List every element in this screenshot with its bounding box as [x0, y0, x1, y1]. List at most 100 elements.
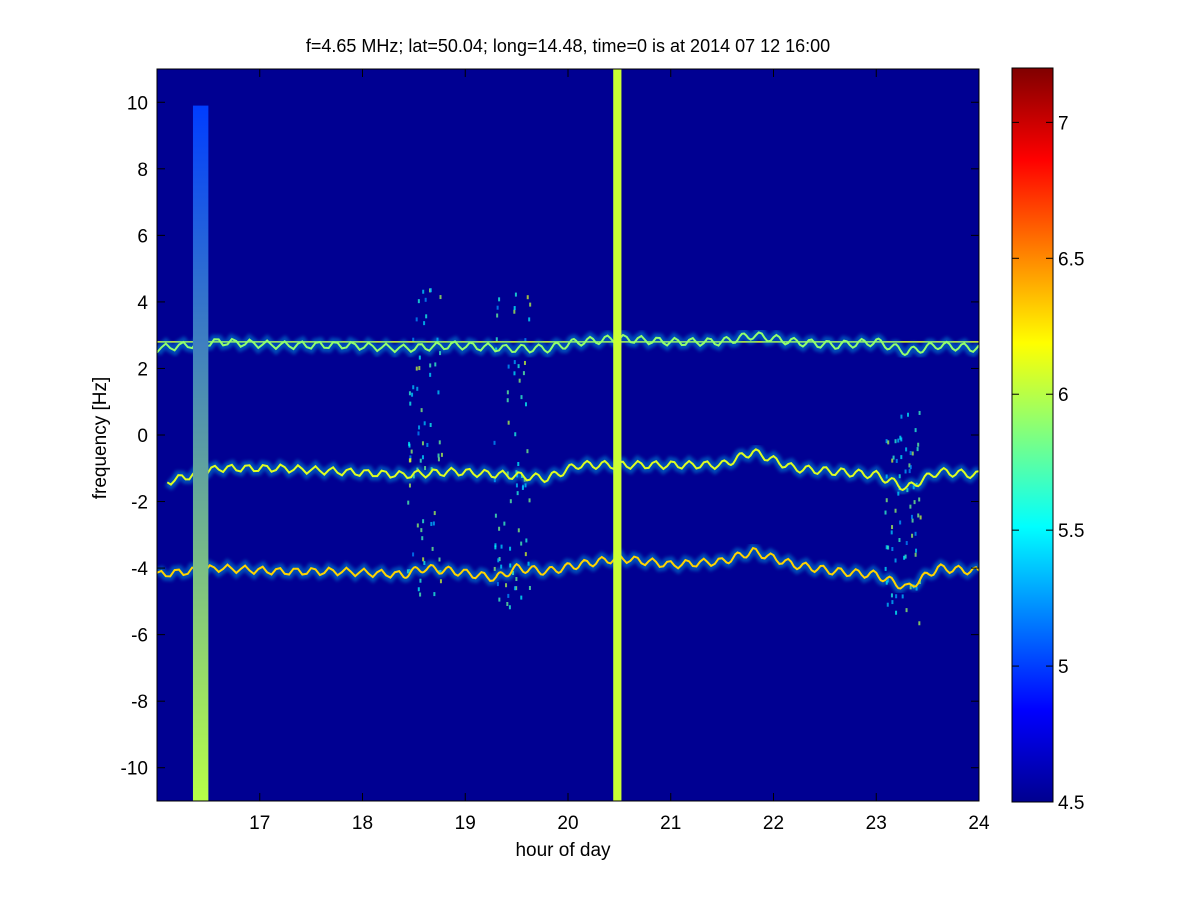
- x-axis-ticks: 17 18 19 20 21 22 23 24: [249, 69, 990, 834]
- burst-speck: [508, 605, 511, 610]
- burst-speck: [431, 546, 434, 551]
- burst-speck: [891, 458, 894, 463]
- y-tick-label: 4: [137, 293, 148, 314]
- burst-speck: [915, 548, 918, 553]
- burst-speck: [412, 337, 415, 342]
- burst-speck: [898, 538, 901, 543]
- burst-speck: [415, 317, 418, 322]
- burst-speck: [422, 289, 425, 294]
- burst-speck: [416, 523, 419, 528]
- burst-speck: [895, 610, 898, 615]
- burst-speck: [905, 541, 908, 546]
- burst-speck: [514, 432, 517, 437]
- burst-speck: [421, 455, 424, 460]
- burst-speck: [498, 557, 501, 562]
- burst-speck: [493, 566, 496, 571]
- burst-speck: [433, 511, 436, 516]
- burst-speck: [908, 463, 911, 468]
- y-axis-label: frequency [Hz]: [90, 377, 111, 500]
- burst-speck: [500, 544, 503, 549]
- burst-speck: [497, 558, 500, 563]
- burst-speck: [506, 601, 509, 606]
- burst-speck: [440, 452, 443, 457]
- x-tick-label: 24: [968, 813, 990, 834]
- burst-speck: [412, 385, 415, 390]
- burst-speck: [429, 363, 432, 368]
- burst-speck: [909, 504, 912, 509]
- burst-speck: [409, 401, 412, 406]
- burst-speck: [891, 600, 894, 605]
- x-tick-label: 18: [352, 813, 373, 834]
- x-tick-label: 17: [249, 813, 270, 834]
- burst-speck: [918, 621, 921, 626]
- burst-speck: [903, 555, 906, 560]
- burst-speck: [509, 546, 512, 551]
- burst-speck: [419, 592, 422, 597]
- burst-speck: [423, 421, 426, 426]
- burst-speck: [890, 593, 893, 598]
- burst-speck: [496, 305, 499, 310]
- burst-speck: [916, 447, 919, 452]
- burst-speck: [418, 355, 421, 360]
- burst-speck: [914, 531, 917, 536]
- burst-speck: [506, 390, 509, 395]
- chart-title: f=4.65 MHz; lat=50.04; long=14.48, time=…: [306, 36, 830, 56]
- plot-background: [157, 69, 979, 801]
- y-axis-ticks: -10 -8 -6 -4 -2 0 2 4 6 8 10: [121, 93, 979, 780]
- burst-speck: [513, 306, 516, 311]
- burst-speck: [408, 391, 411, 396]
- burst-speck: [895, 594, 898, 599]
- burst-speck: [496, 313, 499, 318]
- burst-speck: [422, 557, 425, 562]
- burst-speck: [911, 533, 914, 538]
- y-tick-label: -8: [131, 692, 148, 713]
- burst-speck: [433, 592, 436, 597]
- burst-speck: [890, 530, 893, 535]
- vertical-band-left: [192, 105, 209, 801]
- x-tick-label: 23: [866, 813, 887, 834]
- y-tick-label: 8: [137, 160, 148, 181]
- burst-speck: [908, 469, 911, 474]
- burst-speck: [909, 465, 912, 470]
- burst-speck: [513, 309, 516, 314]
- burst-speck: [884, 566, 887, 571]
- burst-speck: [913, 500, 916, 505]
- burst-speck: [424, 297, 427, 302]
- y-tick-label: 2: [137, 359, 148, 380]
- burst-speck: [914, 552, 917, 557]
- burst-speck: [904, 554, 907, 559]
- burst-speck: [509, 499, 512, 504]
- colorbar-gradient: [1011, 67, 1054, 803]
- burst-speck: [506, 398, 509, 403]
- burst-speck: [415, 366, 418, 371]
- burst-speck: [420, 408, 423, 413]
- burst-speck: [417, 431, 420, 436]
- burst-speck: [498, 526, 501, 531]
- burst-speck: [498, 297, 501, 302]
- burst-speck: [439, 295, 442, 300]
- burst-speck: [408, 443, 411, 448]
- burst-speck: [517, 364, 520, 369]
- burst-speck: [421, 441, 424, 446]
- burst-speck: [894, 508, 897, 513]
- burst-speck: [514, 292, 517, 297]
- burst-speck: [410, 449, 413, 454]
- burst-speck: [914, 428, 917, 433]
- burst-speck: [905, 608, 908, 613]
- colorbar-tick-label: 4.5: [1058, 793, 1084, 814]
- burst-speck: [494, 543, 497, 548]
- burst-speck: [523, 360, 526, 365]
- burst-speck: [897, 491, 900, 496]
- burst-speck: [498, 597, 501, 602]
- burst-speck: [897, 438, 900, 443]
- burst-speck: [513, 360, 516, 365]
- burst-speck: [409, 455, 412, 460]
- burst-speck: [423, 321, 426, 326]
- burst-speck: [418, 425, 421, 430]
- burst-speck: [422, 519, 425, 524]
- burst-speck: [885, 439, 888, 444]
- burst-speck: [505, 583, 508, 588]
- burst-speck: [437, 390, 440, 395]
- burst-speck: [500, 564, 503, 569]
